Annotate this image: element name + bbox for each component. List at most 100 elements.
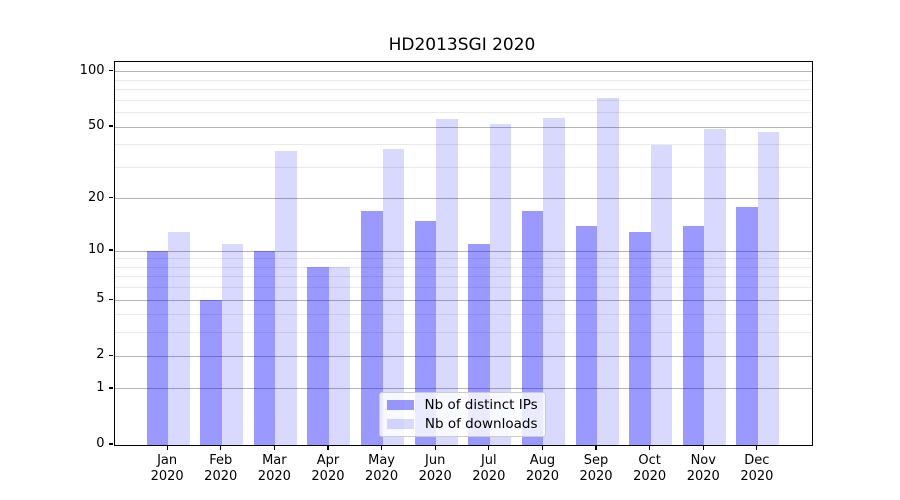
y-tick-1 — [108, 387, 113, 389]
x-tick-feb — [220, 445, 222, 450]
x-tick-year: 2020 — [204, 468, 238, 484]
y-tick-100 — [108, 70, 113, 72]
x-tick-label-apr: Apr 2020 — [298, 453, 358, 484]
x-tick-month: Sep — [583, 453, 609, 468]
major-gridline-50 — [114, 126, 812, 128]
x-tick-year: 2020 — [311, 468, 345, 484]
x-tick-label-jun: Jun 2020 — [405, 453, 465, 484]
minor-gridline-3 — [114, 332, 812, 334]
bar-downloads-jan — [168, 231, 190, 445]
minor-gridline-70 — [114, 99, 812, 101]
y-tick-label-5: 5 — [96, 291, 105, 307]
x-tick-month: Jul — [480, 453, 497, 468]
x-tick-month: Dec — [744, 453, 770, 468]
minor-gridline-6 — [114, 287, 812, 289]
minor-gridline-7 — [114, 276, 812, 278]
x-tick-month: Feb — [209, 453, 233, 468]
x-tick-month: May — [368, 453, 395, 468]
y-tick-2 — [108, 354, 113, 356]
x-tick-label-may: May 2020 — [352, 453, 412, 484]
x-tick-month: Jun — [425, 453, 446, 468]
legend-row-distinct-ips: Nb of distinct IPs — [386, 397, 538, 414]
x-tick-label-oct: Oct 2020 — [620, 453, 680, 484]
x-tick-year: 2020 — [686, 468, 720, 484]
bar-distinct-ips-nov — [682, 226, 705, 445]
x-tick-sep — [595, 445, 597, 450]
legend: Nb of distinct IPs Nb of downloads — [378, 392, 546, 437]
legend-swatch-downloads — [386, 418, 414, 429]
x-tick-apr — [327, 445, 329, 450]
x-tick-year: 2020 — [579, 468, 613, 484]
y-tick-label-50: 50 — [87, 118, 105, 134]
bar-downloads-aug — [543, 118, 565, 445]
y-tick-label-1: 1 — [96, 379, 105, 395]
major-gridline-5 — [114, 299, 812, 301]
minor-gridline-30 — [114, 166, 812, 168]
major-gridline-2 — [114, 355, 812, 357]
x-tick-year: 2020 — [365, 468, 399, 484]
bar-distinct-ips-jan — [146, 251, 169, 445]
bar-distinct-ips-aug — [521, 211, 544, 445]
x-tick-label-mar: Mar 2020 — [244, 453, 304, 484]
bar-distinct-ips-oct — [629, 231, 651, 445]
legend-swatch-distinct-ips — [386, 400, 414, 411]
y-tick-0 — [108, 443, 113, 445]
bar-downloads-apr — [328, 267, 351, 445]
x-tick-may — [380, 445, 383, 450]
x-tick-year: 2020 — [472, 468, 506, 484]
bar-distinct-ips-feb — [200, 300, 222, 445]
bar-distinct-ips-mar — [253, 251, 276, 445]
x-tick-year: 2020 — [525, 468, 559, 484]
x-tick-label-aug: Aug 2020 — [512, 453, 572, 484]
major-gridline-1 — [114, 388, 812, 390]
major-gridline-10 — [114, 250, 812, 252]
y-tick-label-0: 0 — [96, 436, 105, 451]
x-tick-month: Mar — [262, 453, 287, 468]
x-tick-month: Oct — [638, 453, 661, 468]
bar-downloads-jun — [436, 119, 458, 445]
x-tick-label-sep: Sep 2020 — [566, 453, 626, 484]
x-tick-jul — [488, 445, 490, 450]
legend-row-downloads: Nb of downloads — [386, 416, 538, 432]
bar-downloads-oct — [650, 144, 673, 445]
x-tick-aug — [541, 445, 543, 450]
y-tick-label-20: 20 — [87, 189, 105, 205]
bar-downloads-dec — [757, 131, 780, 445]
bar-distinct-ips-apr — [307, 267, 329, 445]
x-tick-mar — [273, 445, 275, 450]
x-tick-year: 2020 — [740, 468, 774, 484]
bar-downloads-mar — [275, 150, 297, 445]
legend-label-distinct-ips: Nb of distinct IPs — [424, 397, 538, 414]
major-gridline-20 — [114, 198, 812, 200]
x-tick-year: 2020 — [418, 468, 452, 484]
y-tick-10 — [108, 249, 113, 251]
major-gridline-100 — [114, 71, 812, 73]
minor-gridline-90 — [114, 79, 812, 81]
x-tick-label-jan: Jan 2020 — [137, 453, 197, 484]
bar-downloads-jul — [489, 123, 512, 445]
x-tick-label-nov: Nov 2020 — [673, 453, 733, 484]
x-tick-month: Apr — [316, 453, 340, 468]
x-tick-label-jul: Jul 2020 — [459, 453, 519, 484]
x-tick-dec — [756, 445, 758, 450]
x-tick-label-dec: Dec 2020 — [727, 453, 787, 484]
plot-area — [113, 61, 813, 446]
x-tick-month: Nov — [690, 453, 716, 468]
bar-distinct-ips-may — [361, 211, 383, 445]
minor-gridline-9 — [114, 258, 812, 260]
x-tick-nov — [702, 445, 704, 450]
minor-gridline-80 — [114, 89, 812, 91]
bar-downloads-sep — [597, 98, 619, 445]
x-tick-month: Jan — [157, 453, 178, 468]
x-tick-oct — [649, 445, 651, 450]
x-tick-jan — [166, 445, 168, 450]
y-tick-20 — [108, 197, 113, 199]
y-tick-5 — [108, 298, 113, 300]
bar-distinct-ips-dec — [736, 206, 758, 445]
x-tick-year: 2020 — [150, 468, 184, 484]
y-tick-label-10: 10 — [87, 242, 105, 258]
x-tick-jun — [434, 445, 436, 450]
minor-gridline-40 — [114, 144, 812, 146]
x-tick-year: 2020 — [633, 468, 667, 484]
